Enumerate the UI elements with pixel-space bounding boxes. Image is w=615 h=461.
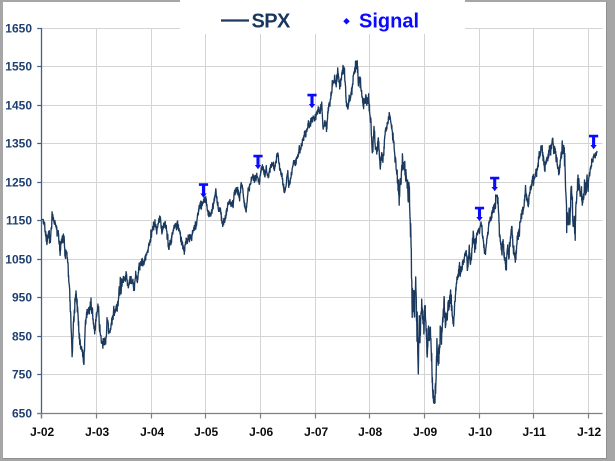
svg-text:1050: 1050 — [5, 253, 32, 267]
svg-text:J-12: J-12 — [577, 425, 601, 439]
svg-text:650: 650 — [12, 407, 32, 421]
svg-text:J-11: J-11 — [523, 425, 547, 439]
svg-text:J-06: J-06 — [249, 425, 273, 439]
svg-text:J-05: J-05 — [194, 425, 218, 439]
svg-text:J-09: J-09 — [413, 425, 437, 439]
svg-text:SPX: SPX — [252, 10, 291, 32]
svg-text:Signal: Signal — [359, 10, 419, 32]
svg-text:J-03: J-03 — [85, 425, 109, 439]
svg-text:850: 850 — [12, 330, 32, 344]
svg-text:750: 750 — [12, 368, 32, 382]
svg-text:1250: 1250 — [5, 176, 32, 190]
svg-text:1350: 1350 — [5, 137, 32, 151]
svg-text:J-02: J-02 — [30, 425, 54, 439]
svg-text:J-08: J-08 — [358, 425, 382, 439]
svg-text:1650: 1650 — [5, 22, 32, 36]
svg-text:J-10: J-10 — [468, 425, 492, 439]
svg-text:J-07: J-07 — [304, 425, 328, 439]
svg-text:J-04: J-04 — [140, 425, 164, 439]
svg-text:1150: 1150 — [6, 214, 32, 228]
svg-text:950: 950 — [12, 291, 32, 305]
svg-text:1450: 1450 — [5, 99, 32, 113]
svg-text:1550: 1550 — [5, 60, 32, 74]
